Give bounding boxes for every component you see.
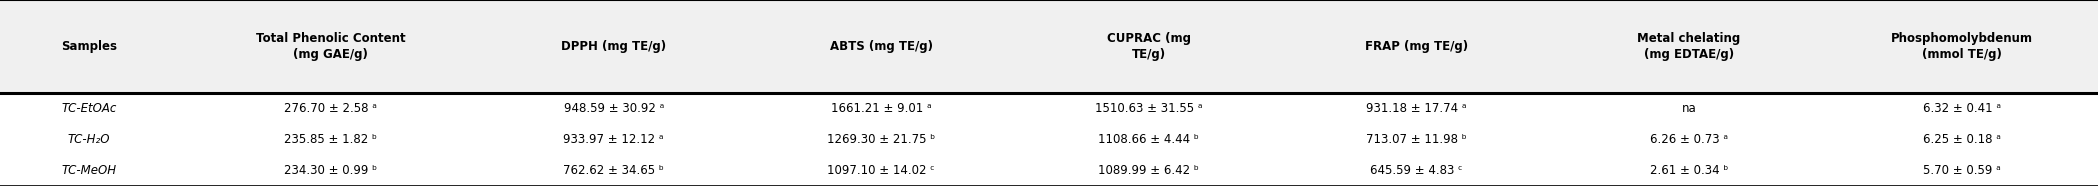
Bar	[0, 0, 2098, 93]
Text: 276.70 ± 2.58 ᵃ: 276.70 ± 2.58 ᵃ	[283, 102, 378, 115]
Text: 1097.10 ± 14.02 ᶜ: 1097.10 ± 14.02 ᶜ	[827, 164, 936, 177]
Text: 948.59 ± 30.92 ᵃ: 948.59 ± 30.92 ᵃ	[564, 102, 663, 115]
Text: Samples: Samples	[61, 40, 117, 53]
Text: 6.26 ± 0.73 ᵃ: 6.26 ± 0.73 ᵃ	[1649, 133, 1729, 146]
Text: TC-H₂O: TC-H₂O	[67, 133, 111, 146]
Text: Total Phenolic Content
(mg GAE/g): Total Phenolic Content (mg GAE/g)	[256, 32, 405, 61]
Text: 6.25 ± 0.18 ᵃ: 6.25 ± 0.18 ᵃ	[1922, 133, 2001, 146]
Text: 1108.66 ± 4.44 ᵇ: 1108.66 ± 4.44 ᵇ	[1097, 133, 1200, 146]
Text: 1269.30 ± 21.75 ᵇ: 1269.30 ± 21.75 ᵇ	[827, 133, 936, 146]
Text: 1510.63 ± 31.55 ᵃ: 1510.63 ± 31.55 ᵃ	[1095, 102, 1202, 115]
Text: 6.32 ± 0.41 ᵃ: 6.32 ± 0.41 ᵃ	[1922, 102, 2001, 115]
Text: 931.18 ± 17.74 ᵃ: 931.18 ± 17.74 ᵃ	[1366, 102, 1467, 115]
Text: 2.61 ± 0.34 ᵇ: 2.61 ± 0.34 ᵇ	[1649, 164, 1729, 177]
Text: 1661.21 ± 9.01 ᵃ: 1661.21 ± 9.01 ᵃ	[831, 102, 932, 115]
Text: 762.62 ± 34.65 ᵇ: 762.62 ± 34.65 ᵇ	[562, 164, 665, 177]
Text: 933.97 ± 12.12 ᵃ: 933.97 ± 12.12 ᵃ	[564, 133, 663, 146]
Text: 713.07 ± 11.98 ᵇ: 713.07 ± 11.98 ᵇ	[1366, 133, 1467, 146]
Text: TC-EtOAc: TC-EtOAc	[61, 102, 117, 115]
Text: 234.30 ± 0.99 ᵇ: 234.30 ± 0.99 ᵇ	[283, 164, 378, 177]
Text: Phosphomolybdenum
(mmol TE/g): Phosphomolybdenum (mmol TE/g)	[1890, 32, 2033, 61]
Text: 1089.99 ± 6.42 ᵇ: 1089.99 ± 6.42 ᵇ	[1097, 164, 1200, 177]
Text: 5.70 ± 0.59 ᵃ: 5.70 ± 0.59 ᵃ	[1922, 164, 2001, 177]
Text: 235.85 ± 1.82 ᵇ: 235.85 ± 1.82 ᵇ	[283, 133, 378, 146]
Text: DPPH (mg TE/g): DPPH (mg TE/g)	[560, 40, 667, 53]
Text: na: na	[1680, 102, 1697, 115]
Text: CUPRAC (mg
TE/g): CUPRAC (mg TE/g)	[1106, 32, 1192, 61]
Text: TC-MeOH: TC-MeOH	[61, 164, 117, 177]
Text: 645.59 ± 4.83 ᶜ: 645.59 ± 4.83 ᶜ	[1370, 164, 1462, 177]
Text: ABTS (mg TE/g): ABTS (mg TE/g)	[829, 40, 934, 53]
Text: Metal chelating
(mg EDTAE/g): Metal chelating (mg EDTAE/g)	[1636, 32, 1741, 61]
Text: FRAP (mg TE/g): FRAP (mg TE/g)	[1364, 40, 1469, 53]
Bar	[0, 93, 2098, 186]
